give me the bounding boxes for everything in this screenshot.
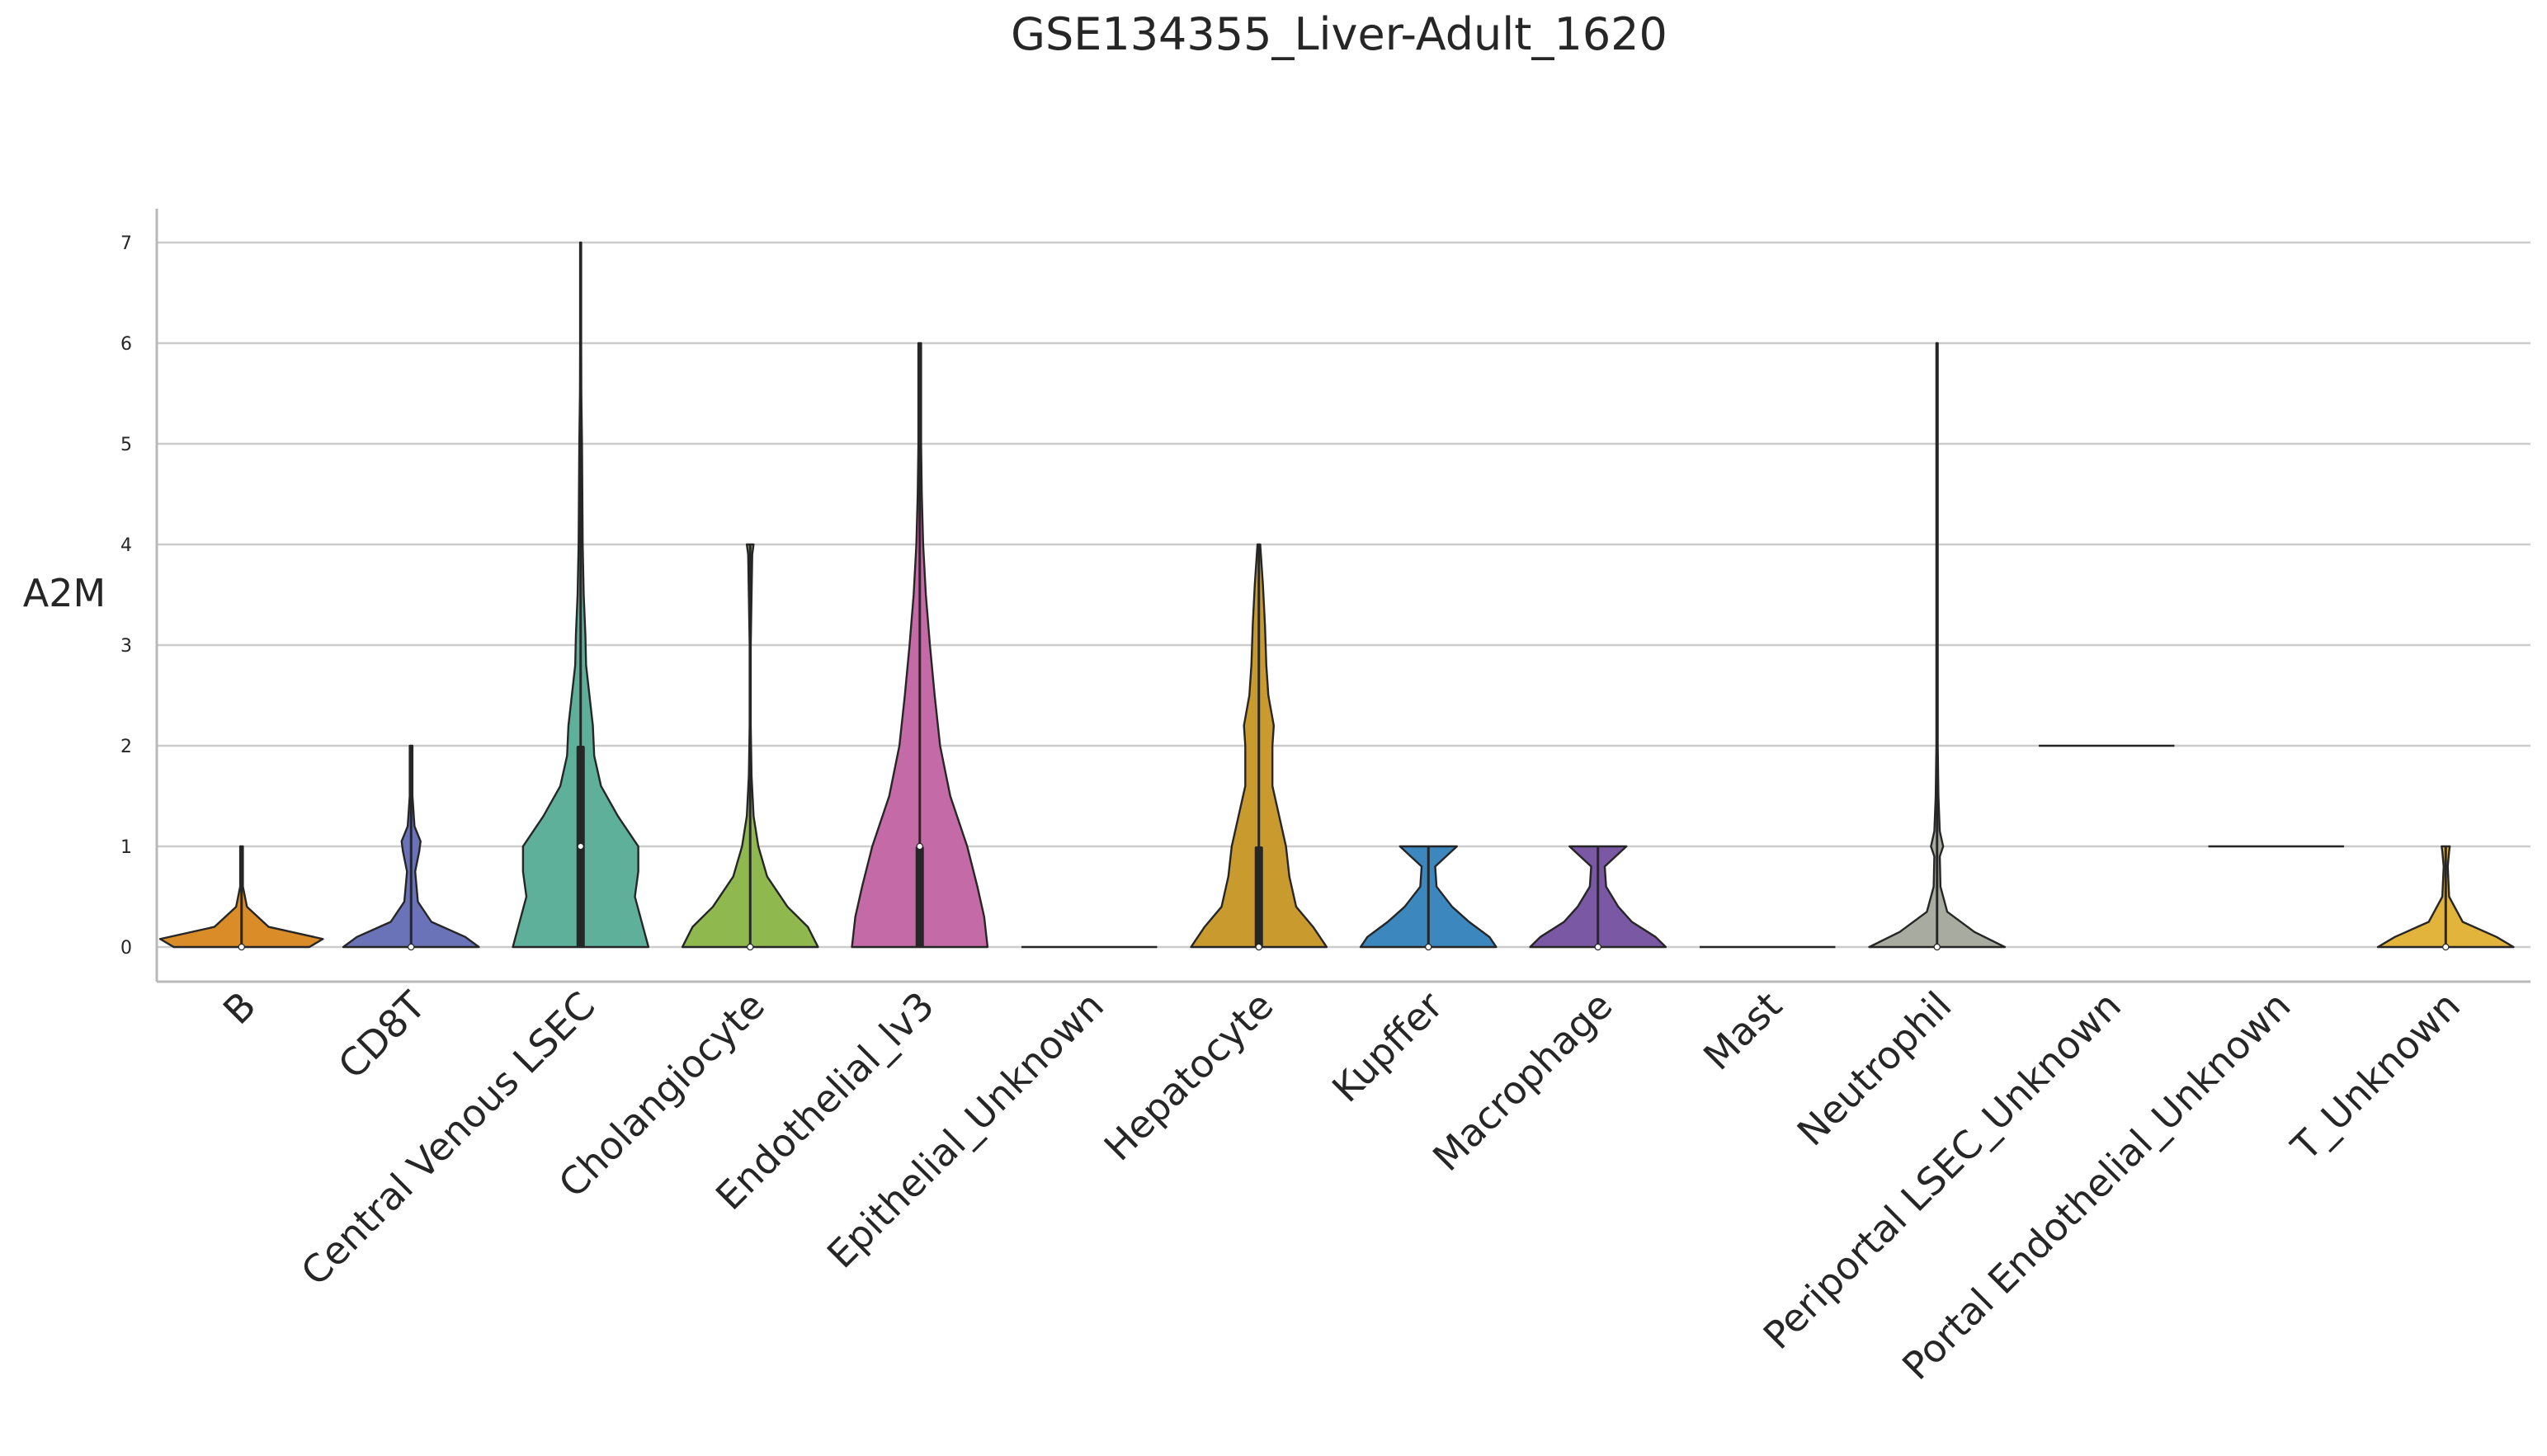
y-tick-label: 0	[120, 938, 132, 959]
x-tick-label: CD8T	[330, 982, 435, 1087]
x-tick-label: T_Unknown	[2282, 983, 2469, 1170]
median-point	[1594, 943, 1601, 951]
median-point	[238, 943, 245, 951]
median-point	[1255, 943, 1262, 951]
median-point	[747, 943, 754, 951]
y-tick-label: 4	[120, 535, 132, 556]
median-point	[408, 943, 415, 951]
x-tick-label: Mast	[1695, 983, 1790, 1079]
y-tick-labels: 0 1 2 3 4 5 6 7	[120, 233, 132, 959]
x-tick-label: Hepatocyte	[1096, 983, 1282, 1170]
x-tick-label: Central Venous LSEC	[292, 983, 603, 1294]
iqr-box	[915, 846, 924, 947]
y-tick-label: 7	[120, 233, 132, 254]
y-tick-label: 5	[120, 435, 132, 455]
x-tick-label: B	[215, 983, 265, 1034]
violins	[158, 241, 2515, 951]
x-tick-label: Epithelial_Unknown	[818, 983, 1112, 1277]
x-tick-label: Kupffer	[1323, 983, 1451, 1111]
x-tick-label: Macrophage	[1424, 983, 1620, 1180]
y-tick-label: 3	[120, 636, 132, 657]
y-tick-label: 2	[120, 737, 132, 757]
grid	[157, 241, 2530, 949]
y-tick-label: 6	[120, 334, 132, 355]
median-point	[2442, 943, 2450, 951]
median-point	[916, 842, 923, 851]
median-point	[577, 842, 584, 851]
x-tick-label: Neutrophil	[1789, 983, 1960, 1155]
iqr-box	[1254, 846, 1263, 947]
median-point	[1425, 943, 1432, 951]
chart-title: GSE134355_Liver-Adult_1620	[1011, 8, 1667, 60]
y-tick-label: 1	[120, 837, 132, 858]
x-tick-label: Periportal LSEC_Unknown	[1755, 983, 2130, 1358]
median-point	[1933, 943, 1941, 951]
y-axis-label: A2M	[23, 571, 106, 615]
